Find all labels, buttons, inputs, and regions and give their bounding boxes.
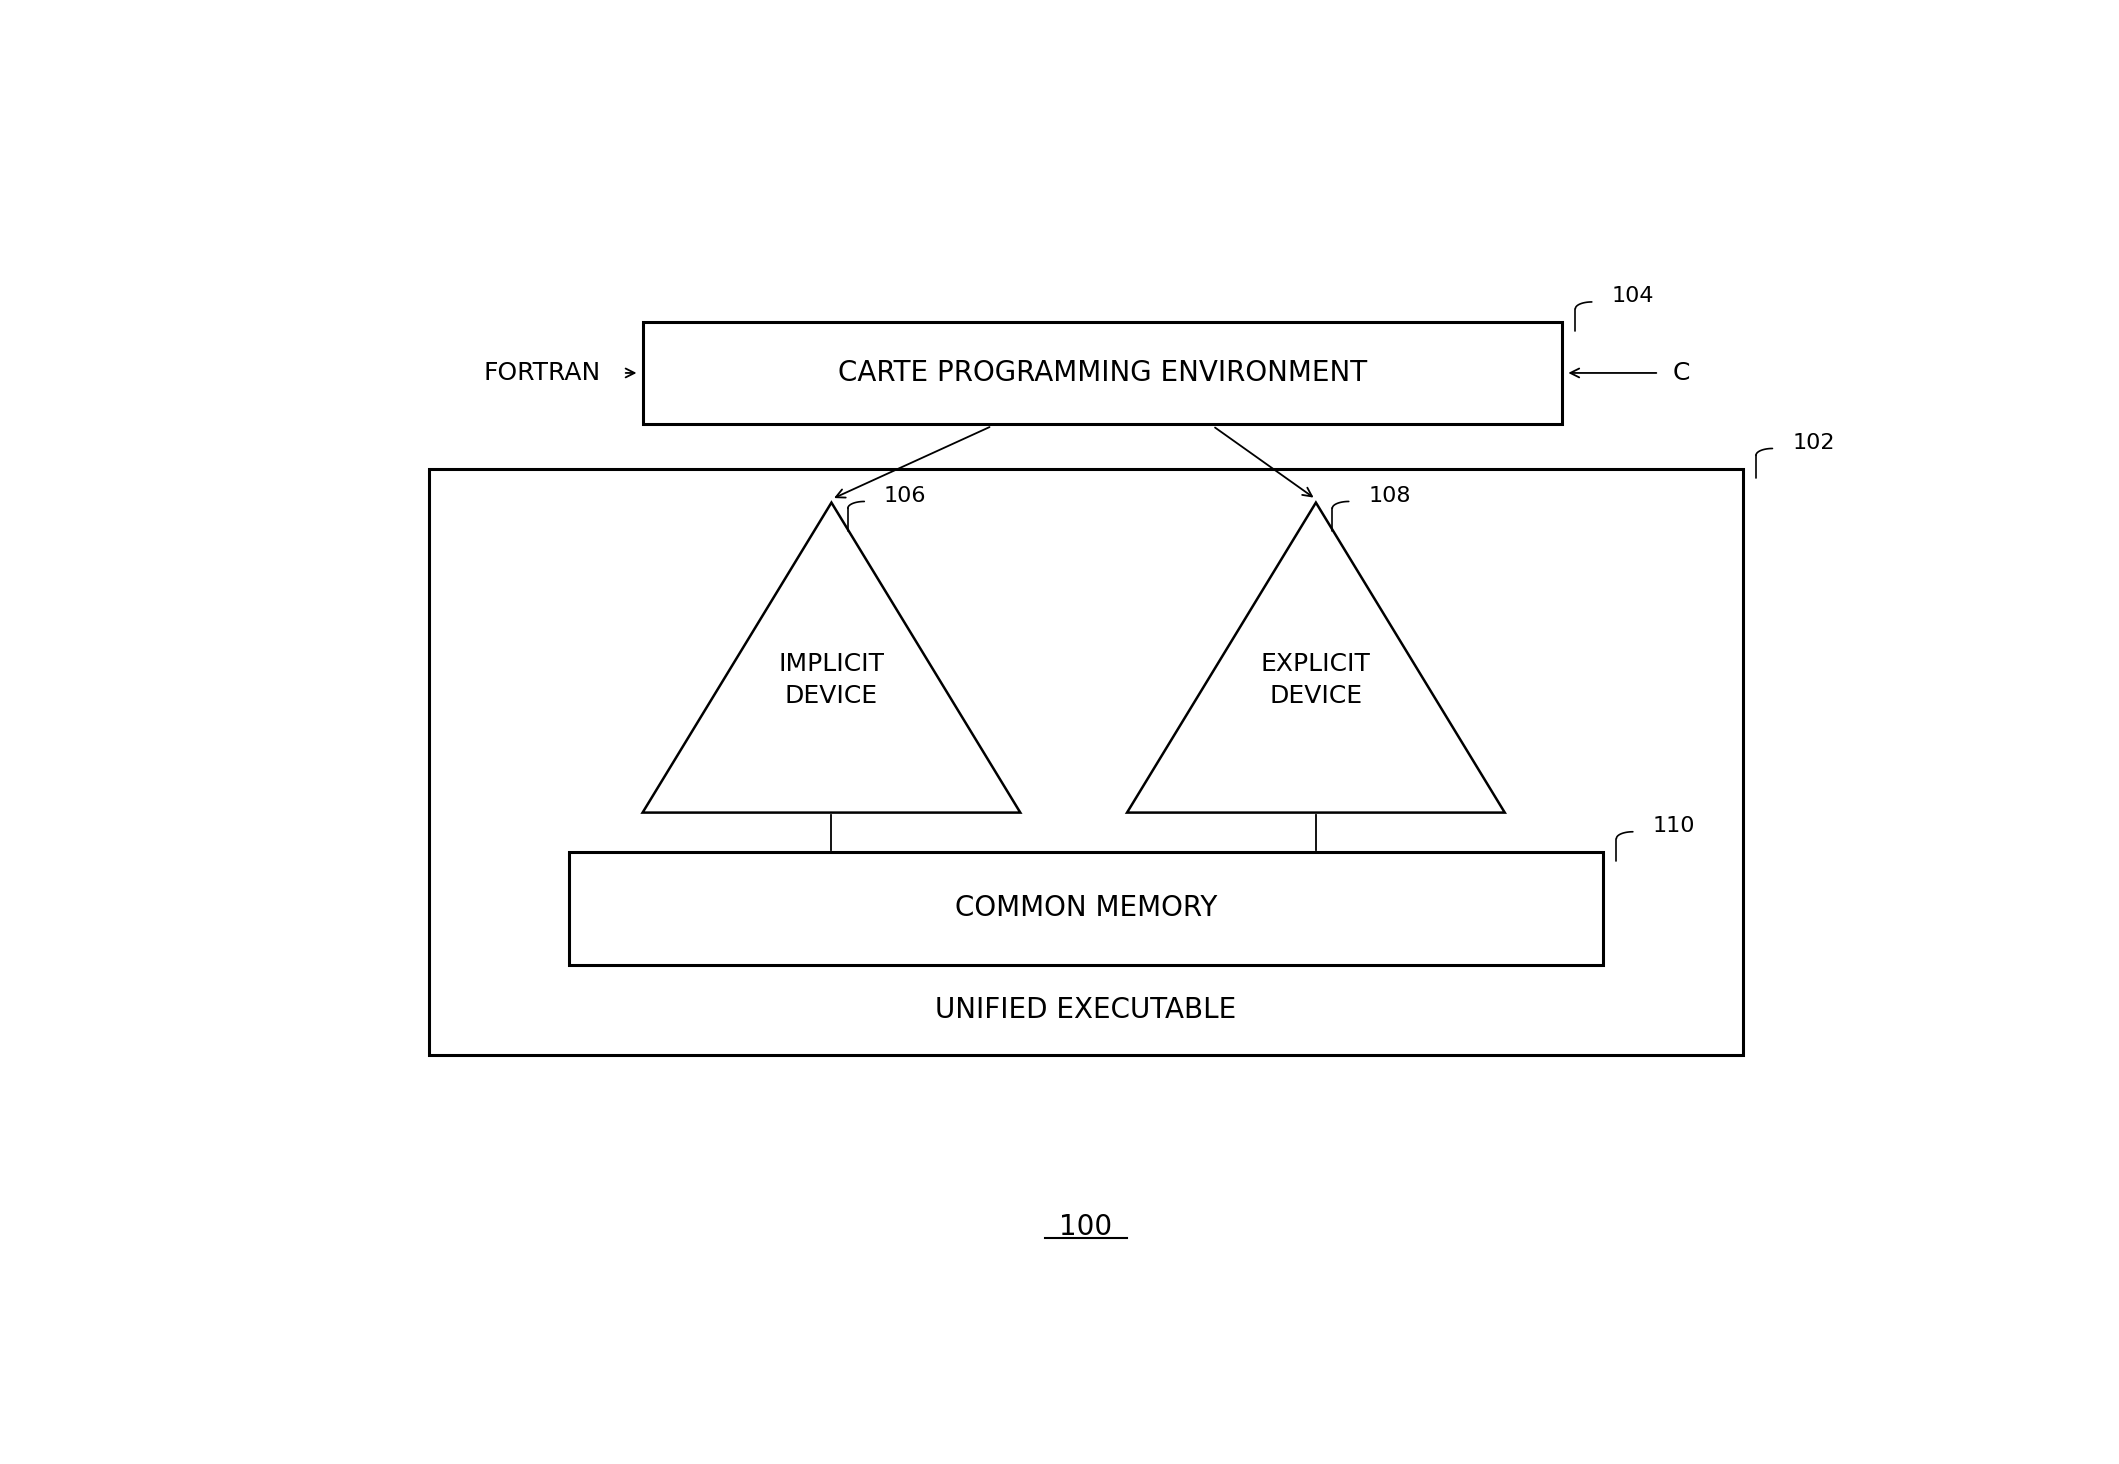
Bar	[428, 468, 1744, 1056]
Polygon shape	[1127, 502, 1504, 813]
Text: 110: 110	[1653, 817, 1695, 836]
Text: CARTE PROGRAMMING ENVIRONMENT: CARTE PROGRAMMING ENVIRONMENT	[837, 359, 1367, 386]
Polygon shape	[642, 502, 1021, 813]
Text: FORTRAN: FORTRAN	[483, 362, 600, 385]
Text: COMMON MEMORY: COMMON MEMORY	[956, 895, 1216, 922]
Text: EXPLICIT
DEVICE: EXPLICIT DEVICE	[1261, 653, 1371, 709]
Text: 104: 104	[1613, 287, 1655, 306]
Text: 106: 106	[884, 486, 926, 507]
Text: IMPLICIT
DEVICE: IMPLICIT DEVICE	[778, 653, 884, 709]
Text: C: C	[1672, 362, 1689, 385]
Text: 100: 100	[1060, 1214, 1112, 1241]
Bar	[568, 852, 1604, 965]
Text: 102: 102	[1793, 433, 1835, 452]
Text: UNIFIED EXECUTABLE: UNIFIED EXECUTABLE	[934, 996, 1237, 1023]
Text: 108: 108	[1369, 486, 1411, 507]
Bar	[642, 322, 1562, 423]
